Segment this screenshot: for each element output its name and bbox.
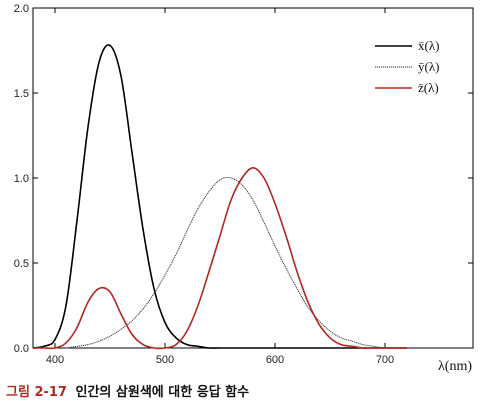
legend-entry-y-bar: ȳ(λ) (375, 59, 439, 74)
legend-label: ȳ(λ) (418, 59, 439, 74)
y-axis: 0.0 0.5 1.0 1.5 2.0 (14, 3, 473, 355)
legend-entry-z-bar: z̄(λ) (375, 80, 439, 95)
figure-caption: 그림 2-17 인간의 삼원색에 대한 응답 함수 (6, 381, 249, 400)
y-tick-label: 2.0 (14, 3, 29, 15)
legend-label: x̄(λ) (418, 38, 439, 53)
y-tick: 0.0 (14, 343, 473, 355)
x-tick-label: 500 (156, 354, 174, 366)
series-y-bar-line (33, 178, 407, 349)
y-tick-label: 1.0 (14, 173, 29, 185)
y-tick-label: 1.5 (14, 88, 29, 100)
chart: 0.0 0.5 1.0 1.5 2.0 400 500 600 700 x̄(λ) ȳ(λ) z̄… (0, 0, 495, 380)
x-tick: 400 (46, 8, 64, 366)
y-tick: 0.5 (14, 258, 473, 270)
legend-entry-x-bar: x̄(λ) (375, 38, 439, 53)
x-tick-label: 600 (266, 354, 284, 366)
y-tick: 2.0 (14, 3, 473, 15)
x-axis: 400 500 600 700 (46, 8, 394, 366)
x-tick-label: 700 (376, 354, 394, 366)
x-tick: 500 (156, 8, 174, 366)
x-axis-label: λ(nm) (438, 359, 472, 374)
x-tick: 700 (376, 8, 394, 366)
x-tick-label: 400 (46, 354, 64, 366)
y-tick-label: 0.0 (14, 343, 29, 355)
legend: x̄(λ) ȳ(λ) z̄(λ) (375, 38, 439, 95)
series-z-bar-line (33, 168, 407, 349)
legend-label: z̄(λ) (418, 80, 439, 95)
y-tick-label: 0.5 (14, 258, 29, 270)
y-tick: 1.5 (14, 88, 473, 100)
caption-number: 그림 2-17 (6, 385, 67, 400)
series-x-bar-line (33, 45, 407, 348)
plot-frame (33, 8, 473, 348)
caption-text: 인간의 삼원색에 대한 응답 함수 (76, 385, 250, 400)
series-lines (33, 45, 407, 349)
